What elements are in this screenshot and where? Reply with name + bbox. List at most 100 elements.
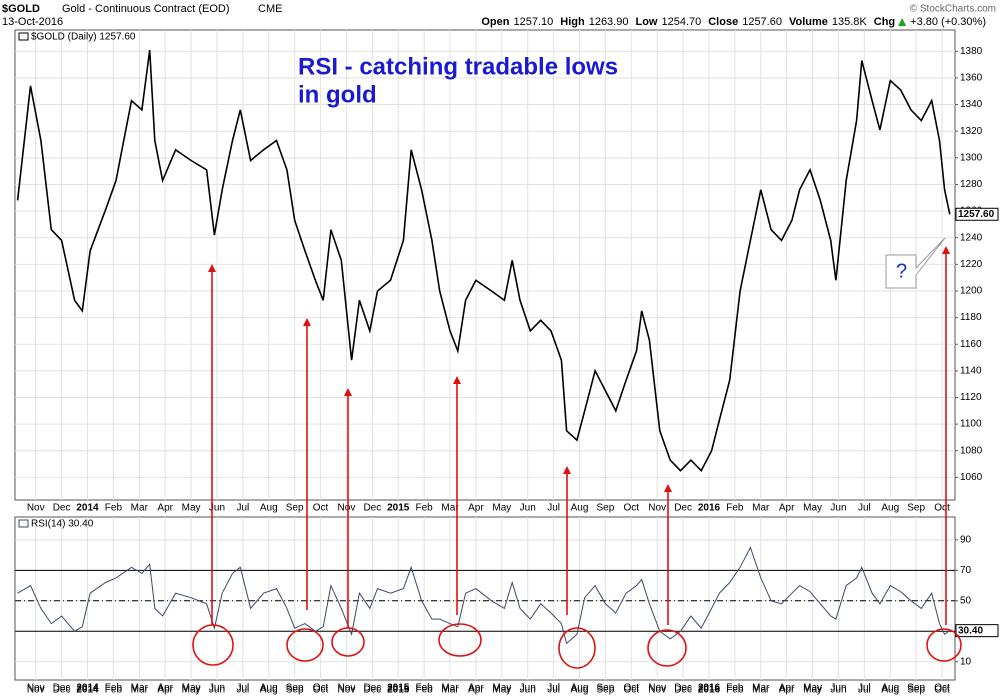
x-tick-label: Sep <box>597 685 615 696</box>
x-tick-label: Jul <box>547 685 560 696</box>
x-tick-label: Feb <box>416 685 434 696</box>
legend-entry: RSI(14) 30.40 <box>31 519 94 530</box>
x-tick-label: Nov <box>648 503 666 514</box>
x-tick-label: Jun <box>209 685 225 696</box>
x-tick-label: Apr <box>157 685 173 696</box>
x-tick-label: Feb <box>416 503 434 514</box>
x-tick-label: Jul <box>236 683 249 694</box>
x-tick-label: Jul <box>547 503 560 514</box>
quote-label: High <box>560 16 585 28</box>
y-tick-label: 1380 <box>960 46 983 57</box>
annotations <box>192 246 962 669</box>
x-tick-label: May <box>803 685 822 696</box>
x-tick-label: Dec <box>674 685 692 696</box>
y-tick-label: 1220 <box>960 259 983 270</box>
x-tick-label: Oct <box>313 503 329 514</box>
circle <box>926 628 962 662</box>
x-tick-label: Dec <box>674 683 692 694</box>
x-tick-label: Aug <box>260 683 278 694</box>
last-value-label: 30.40 <box>958 625 983 636</box>
x-tick-label: Jun <box>209 683 225 694</box>
y-tick-label: 1160 <box>960 339 982 350</box>
x-tick-label: Oct <box>624 503 640 514</box>
quote-label: Volume <box>789 16 828 28</box>
x-tick-label: Nov <box>338 683 356 694</box>
y-tick-label: 1300 <box>960 152 983 163</box>
copyright: © StockCharts.com <box>910 4 996 15</box>
x-tick-label: Mar <box>752 683 770 694</box>
x-tick-label: Jun <box>209 503 225 514</box>
x-tick-label: Jun <box>830 683 846 694</box>
x-tick-label: Mar <box>131 683 149 694</box>
quote-value: 1254.70 <box>661 16 701 28</box>
x-tick-label: Dec <box>363 683 381 694</box>
x-tick-label: Jun <box>520 685 536 696</box>
instrument-name: Gold - Continuous Contract (EOD) <box>62 3 230 15</box>
annotation: in gold <box>298 81 377 108</box>
last-value-label: 1257.60 <box>958 209 995 220</box>
x-tick-label: Apr <box>779 683 795 694</box>
x-tick-label: Aug <box>571 685 589 696</box>
x-tick-label: 2014 <box>76 685 99 696</box>
quote-value: 1257.60 <box>742 16 782 28</box>
x-tick-label: Dec <box>53 503 71 514</box>
circle <box>647 629 687 667</box>
y-tick-label: 1180 <box>960 312 982 323</box>
x-tick-label: Jun <box>830 685 846 696</box>
panel-frame <box>14 516 956 681</box>
x-tick-label: Aug <box>881 685 899 696</box>
circle <box>331 627 365 657</box>
x-tick-label: May <box>182 683 201 694</box>
x-tick-label: 2014 <box>76 503 99 514</box>
x-tick-label: Jun <box>520 503 536 514</box>
x-tick-label: Nov <box>338 685 356 696</box>
y-tick-label: 90 <box>960 534 972 545</box>
quote-value: 1257.10 <box>513 16 553 28</box>
x-tick-label: 2016 <box>698 683 721 694</box>
x-tick-label: Dec <box>53 685 71 696</box>
x-tick-label: Sep <box>907 685 925 696</box>
x-tick-label: Feb <box>726 683 744 694</box>
x-tick-label: Mar <box>131 685 149 696</box>
x-tick-label: Aug <box>881 503 899 514</box>
x-tick-label: Jul <box>858 685 871 696</box>
header: $GOLD Gold - Continuous Contract (EOD) C… <box>2 3 996 28</box>
y-tick-label: 1120 <box>960 392 982 403</box>
x-tick-label: Jul <box>547 683 560 694</box>
x-tick-label: May <box>182 503 201 514</box>
x-tick-label: 2015 <box>387 685 410 696</box>
x-tick-label: Dec <box>674 503 692 514</box>
x-tick-label: Mar <box>752 685 770 696</box>
x-tick-label: Apr <box>779 503 795 514</box>
panel-frame <box>14 29 956 501</box>
callout-text: ? <box>896 260 907 282</box>
x-tick-label: Feb <box>416 683 434 694</box>
y-tick-label: 1280 <box>960 179 983 190</box>
series-line <box>17 546 951 645</box>
x-tick-label: May <box>492 503 511 514</box>
up-arrow <box>898 18 907 26</box>
quote-label: Low <box>635 16 657 28</box>
circle <box>286 628 324 662</box>
callout-box <box>885 237 946 289</box>
circle <box>192 624 234 666</box>
x-tick-label: Apr <box>157 683 173 694</box>
legend-entry: $GOLD (Daily) 1257.60 <box>31 32 136 43</box>
y-tick-label: 1080 <box>960 445 983 456</box>
x-tick-label: 2016 <box>698 685 721 696</box>
x-tick-label: 2015 <box>387 503 410 514</box>
x-tick-label: Jul <box>236 503 249 514</box>
x-tick-label: Aug <box>881 683 899 694</box>
x-tick-label: Aug <box>260 503 278 514</box>
x-tick-label: Feb <box>105 683 123 694</box>
x-tick-label: Sep <box>286 683 304 694</box>
last-value-box <box>955 624 999 638</box>
x-tick-label: Mar <box>752 503 770 514</box>
x-tick-label: Jun <box>830 503 846 514</box>
date: 13-Oct-2016 <box>2 16 63 28</box>
x-tick-label: Aug <box>571 503 589 514</box>
y-tick-label: 70 <box>960 565 972 576</box>
exchange: CME <box>258 3 282 15</box>
x-tick-label: Oct <box>624 685 640 696</box>
